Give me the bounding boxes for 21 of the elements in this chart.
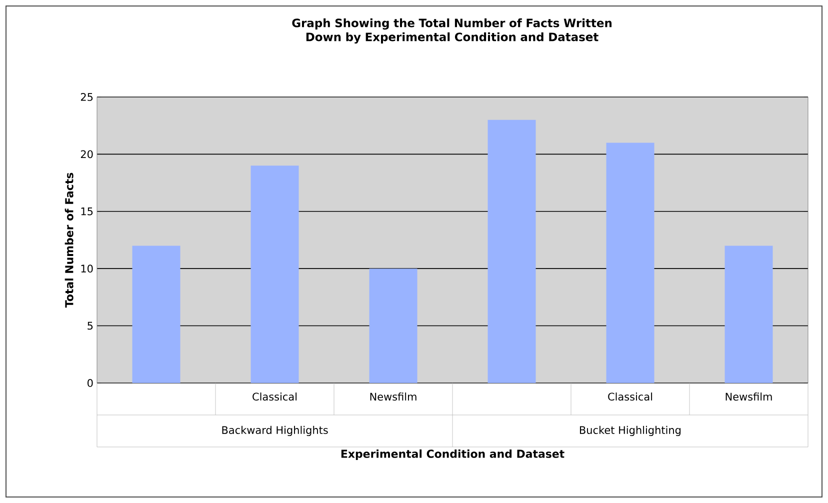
x-tick-label: Classical (252, 392, 297, 401)
y-tick-label: 25 (80, 93, 93, 101)
chart-title: Graph Showing the Total Number of Facts Written Down by Experimental Condition and Dataset (292, 18, 612, 44)
text: Backward Highlights (222, 426, 328, 436)
y-axis-title: Total Number of Facts (64, 172, 74, 308)
y-tick-label: 10 (81, 264, 93, 273)
bar (369, 268, 418, 383)
bar (606, 142, 654, 383)
x-tick-label: Newsfilm (726, 392, 772, 401)
text: Bucket Highlighting (580, 426, 681, 436)
x-tick-label: Classical (608, 392, 652, 401)
y-tick-label: 15 (81, 208, 93, 216)
y-tick-label: 0 (88, 379, 93, 387)
y-tick-label: 20 (80, 150, 93, 158)
x-axis-title: Experimental Condition and Dataset (341, 449, 564, 460)
bar (488, 120, 536, 383)
bar (132, 246, 180, 383)
bar (250, 166, 299, 383)
x-tick-label: Newsfilm (370, 392, 416, 401)
bar (724, 246, 773, 383)
y-tick-label: 5 (88, 322, 93, 330)
